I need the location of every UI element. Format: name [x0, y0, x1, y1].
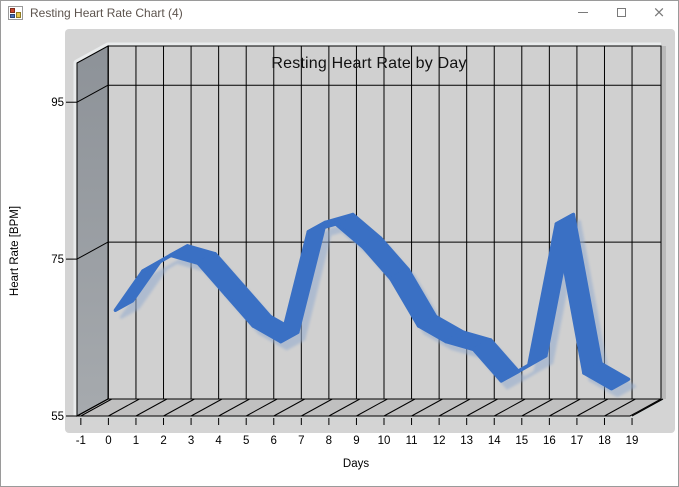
- floor-spoke: [411, 398, 443, 417]
- y-tick-label: 95: [51, 97, 64, 109]
- titlebar[interactable]: Resting Heart Rate Chart (4) ×: [1, 1, 678, 24]
- floor-spoke: [135, 398, 168, 417]
- floor-spoke: [108, 398, 140, 417]
- x-tick-label: 12: [433, 435, 446, 447]
- x-tick-label: 18: [598, 435, 611, 447]
- x-tick-label: 15: [515, 435, 528, 447]
- chart-ribbon: [113, 212, 631, 391]
- floor-spoke: [549, 398, 581, 417]
- floor-spoke: [356, 398, 388, 417]
- gridline-h-wall: [76, 84, 109, 103]
- floor-spoke: [218, 398, 250, 417]
- x-tick-label: 19: [626, 435, 639, 447]
- x-tick-label: 3: [188, 435, 194, 447]
- x-tick-label: 2: [160, 435, 166, 447]
- gridlines: [66, 46, 664, 425]
- minimize-icon: [578, 12, 588, 13]
- close-icon: ×: [652, 3, 666, 21]
- floor-spoke: [273, 398, 306, 417]
- x-tick-label: 7: [298, 435, 304, 447]
- x-tick-label: 14: [488, 435, 501, 447]
- x-tick-label: 10: [378, 435, 391, 447]
- x-tick-label: -1: [76, 435, 86, 447]
- maximize-button[interactable]: [602, 1, 640, 24]
- floor-spoke: [438, 398, 471, 417]
- floor-spoke: [163, 398, 195, 417]
- floor-spoke: [190, 398, 223, 417]
- floor-spoke: [301, 398, 333, 417]
- chart-host: -1 0 1 2 3 4 5 6 7 8 9 10 11 12 13 14 15 16 17 18 19 55 75 95 R…: [1, 24, 678, 486]
- floor-spoke: [604, 398, 636, 417]
- gridline-h-wall: [76, 398, 109, 417]
- x-tick-label: 16: [543, 435, 556, 447]
- window-controls: ×: [564, 1, 678, 24]
- floor-spoke: [521, 398, 554, 417]
- x-tick-label: 9: [353, 435, 359, 447]
- floor-spoke: [383, 398, 416, 417]
- floor-spoke: [576, 398, 609, 417]
- x-axis-title: Days: [342, 458, 370, 470]
- window-title: Resting Heart Rate Chart (4): [30, 5, 183, 20]
- x-tick-label: 0: [105, 435, 111, 447]
- floor-spoke: [631, 398, 664, 417]
- x-tick-label: 13: [460, 435, 473, 447]
- minimize-button[interactable]: [564, 1, 602, 24]
- x-tick-label: 5: [243, 435, 249, 447]
- x-tick-label: 6: [271, 435, 277, 447]
- floor-spoke: [80, 398, 113, 417]
- floor-spoke: [466, 398, 498, 417]
- y-tick-label: 55: [51, 411, 64, 423]
- side-wall: [76, 45, 109, 417]
- floor-spoke: [493, 398, 526, 417]
- maximize-icon: [616, 8, 626, 17]
- x-tick-label: 17: [571, 435, 584, 447]
- y-tick-label: 75: [51, 254, 64, 266]
- gridline-h-wall: [76, 241, 109, 260]
- x-tick-label: 11: [406, 435, 418, 447]
- x-tick-label: 8: [326, 435, 332, 447]
- floor: [76, 398, 662, 417]
- app-icon: [8, 5, 23, 20]
- x-tick-label: 4: [215, 435, 222, 447]
- chart-title: Resting Heart Rate by Day: [271, 55, 467, 72]
- ribbon-segment: [582, 361, 631, 391]
- floor-spoke: [245, 398, 278, 417]
- close-button[interactable]: ×: [640, 1, 678, 24]
- y-axis-title: Heart Rate [BPM]: [9, 205, 21, 297]
- x-tick-label: 1: [133, 435, 139, 447]
- floor-spoke: [328, 398, 361, 417]
